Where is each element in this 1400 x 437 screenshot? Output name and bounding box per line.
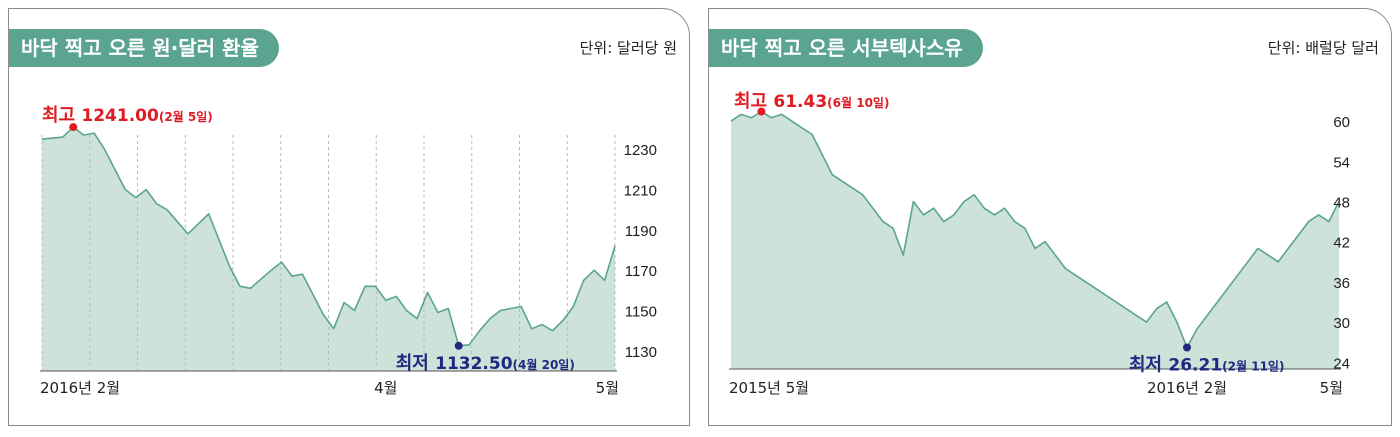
y-tick-label: 30 <box>1333 315 1350 332</box>
min-date: (4월 20일) <box>513 357 575 372</box>
usd-krw-chart-panel: 바닥 찍고 오른 원·달러 환율 단위: 달러당 원 1130 1150 1170 1… <box>8 8 690 426</box>
x-tick-label: 2015년 5월 <box>729 379 809 397</box>
unit-label: 단위: 배럴당 달러 <box>1267 39 1379 57</box>
y-tick-label: 36 <box>1333 275 1350 292</box>
max-annotation: 최고 1241.00(2월 5일) <box>42 105 213 126</box>
x-tick-label: 2016년 2월 <box>40 379 120 397</box>
min-point-marker <box>1183 343 1191 352</box>
y-tick-label: 54 <box>1333 154 1350 171</box>
chart-title: 바닥 찍고 오른 서부텍사스유 <box>709 29 983 67</box>
min-annotation: 최저 26.21(2월 11일) <box>1129 354 1284 375</box>
y-tick-label: 60 <box>1333 114 1350 131</box>
max-value: 61.43 <box>773 92 827 112</box>
x-tick-label: 4월 <box>374 379 397 397</box>
series-line <box>41 126 616 347</box>
max-point-marker <box>69 123 78 132</box>
series-area <box>731 111 1339 369</box>
min-label: 최저 <box>1129 354 1168 375</box>
max-point-marker <box>757 107 766 116</box>
x-tick-label: 5월 <box>1320 379 1343 397</box>
y-tick-label: 1230 <box>624 142 657 159</box>
y-tick-label: 1210 <box>624 183 657 200</box>
min-label: 최저 <box>396 353 435 374</box>
max-label: 최고 <box>42 105 81 126</box>
wti-chart-panel: 바닥 찍고 오른 서부텍사스유 단위: 배럴당 달러 24 30 36 42 48 54 6… <box>708 8 1392 426</box>
max-date: (6월 10일) <box>827 95 889 110</box>
y-tick-label: 1130 <box>625 344 657 361</box>
max-label: 최고 <box>734 91 773 112</box>
wti-plot: 24 30 36 42 48 54 60 2015년 5월 2016년 2월 5월 최고 61.43… <box>729 91 1350 397</box>
min-value: 1132.50 <box>435 354 513 374</box>
y-tick-label: 1190 <box>625 223 657 240</box>
max-annotation: 최고 61.43(6월 10일) <box>734 91 889 112</box>
y-tick-label: 42 <box>1333 235 1350 252</box>
y-tick-label: 48 <box>1333 195 1350 212</box>
y-tick-label: 24 <box>1333 355 1350 372</box>
x-tick-label: 5월 <box>596 379 619 397</box>
min-point-marker <box>454 341 463 350</box>
unit-label: 단위: 달러당 원 <box>579 39 677 57</box>
series-line <box>730 110 1340 349</box>
min-annotation: 최저 1132.50(4월 20일) <box>396 353 575 374</box>
min-date: (2월 11일) <box>1222 358 1284 373</box>
chart-title: 바닥 찍고 오른 원·달러 환율 <box>9 29 279 67</box>
y-tick-label: 1170 <box>625 263 657 280</box>
min-value: 26.21 <box>1168 355 1222 375</box>
max-value: 1241.00 <box>81 106 159 126</box>
usd-krw-plot: 1130 1150 1170 1190 1210 1230 2016년 2월 4월 5월 최고 1… <box>40 105 657 397</box>
y-tick-label: 1150 <box>625 304 657 321</box>
max-date: (2월 5일) <box>159 109 213 124</box>
x-tick-label: 2016년 2월 <box>1147 379 1227 397</box>
